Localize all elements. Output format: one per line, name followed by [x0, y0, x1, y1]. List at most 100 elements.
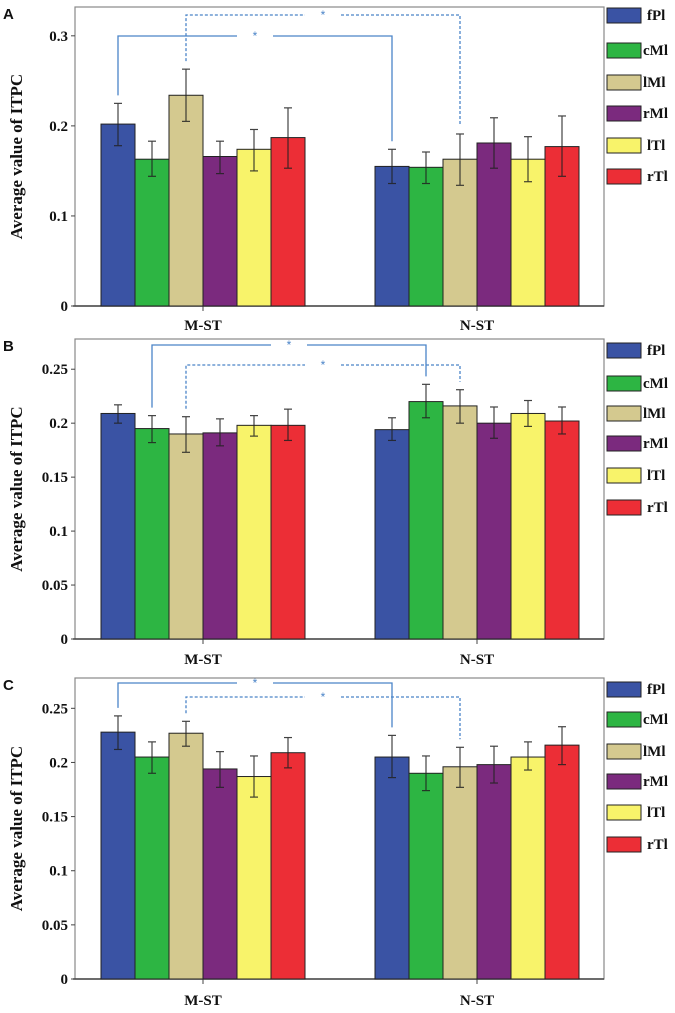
- legend-label: lMl: [643, 406, 666, 422]
- legend-item-rTl: rTl: [606, 168, 668, 185]
- legend-label: rMl: [643, 436, 668, 452]
- bar-lTl-N-ST: [510, 756, 546, 980]
- bar-lTl-M-ST: [236, 148, 272, 307]
- legend-swatch: [606, 773, 642, 790]
- bar-rMl-M-ST: [202, 156, 238, 307]
- error-bar-fPl-M-ST: [114, 404, 122, 424]
- panel-A: A 0 0.1 0.2 0.3 Average value of ITPC M-ST N-ST…: [3, 6, 668, 334]
- legend-label: lTl: [647, 468, 665, 484]
- error-bar-rTl-M-ST: [284, 107, 292, 169]
- error-bar-rTl-N-ST: [558, 406, 566, 435]
- significance-bracket-solid: [117, 682, 393, 728]
- panel-label: C: [3, 677, 14, 694]
- y-axis-label: Average value of ITPC: [7, 406, 26, 571]
- bar-rTl-N-ST: [544, 420, 580, 640]
- legend-swatch: [606, 711, 642, 728]
- x-tick-label: M-ST: [184, 652, 222, 668]
- y-tick-label: 0: [61, 632, 69, 648]
- legend-label: cMl: [643, 376, 668, 392]
- bar-fPl-M-ST: [100, 731, 136, 980]
- legend-swatch: [606, 499, 642, 516]
- error-bar-fPl-N-ST: [388, 148, 396, 185]
- y-tick-label: 0.05: [42, 918, 68, 934]
- bar-rTl-M-ST: [270, 424, 306, 640]
- legend-swatch: [606, 681, 642, 698]
- legend-label: rMl: [643, 774, 668, 790]
- legend-item-fPl: fPl: [606, 7, 665, 24]
- legend-label: fPl: [647, 8, 665, 24]
- y-tick-label: 0.25: [42, 701, 68, 717]
- legend-item-lTl: lTl: [606, 137, 665, 154]
- significance-bracket-dashed: [185, 696, 461, 740]
- bar-lMl-M-ST: [168, 732, 204, 980]
- error-bar-rMl-M-ST: [216, 140, 224, 175]
- legend-swatch: [606, 168, 642, 185]
- error-bar-lTl-M-ST: [250, 415, 258, 437]
- error-bar-rMl-M-ST: [216, 751, 224, 788]
- legend-item-rTl: rTl: [606, 836, 668, 853]
- error-bar-lTl-M-ST: [250, 128, 258, 172]
- error-bar-rTl-M-ST: [284, 736, 292, 769]
- legend-swatch: [606, 342, 642, 359]
- error-bar-fPl-N-ST: [388, 734, 396, 779]
- significance-bracket-dashed: [185, 364, 461, 409]
- legend-swatch: [606, 836, 642, 853]
- bar-rMl-N-ST: [476, 422, 512, 640]
- legend-swatch: [606, 105, 642, 122]
- significance-star: *: [321, 358, 326, 372]
- error-bar-rTl-N-ST: [558, 726, 566, 766]
- legend-swatch: [606, 375, 642, 392]
- y-tick-label: 0.1: [49, 209, 68, 225]
- y-tick-label: 0: [61, 972, 69, 988]
- error-bar-lTl-N-ST: [524, 136, 532, 183]
- panel-label: A: [3, 6, 14, 23]
- legend-swatch: [606, 7, 642, 24]
- error-bar-lTl-N-ST: [524, 399, 532, 428]
- legend-item-lMl: lMl: [606, 743, 666, 760]
- y-tick-label: 0.25: [42, 362, 68, 378]
- legend-item-rMl: rMl: [606, 435, 668, 452]
- x-tick-label: N-ST: [460, 318, 494, 334]
- legend-label: fPl: [647, 343, 665, 359]
- bar-lMl-M-ST: [168, 94, 204, 307]
- error-bar-cMl-N-ST: [422, 383, 430, 419]
- bar-cMl-N-ST: [408, 772, 444, 980]
- bar-cMl-M-ST: [134, 158, 170, 307]
- legend-swatch: [606, 137, 642, 154]
- error-bar-lTl-N-ST: [524, 741, 532, 771]
- x-tick-label: M-ST: [184, 318, 222, 334]
- error-bar-lMl-N-ST: [456, 746, 464, 788]
- bar-lMl-N-ST: [442, 766, 478, 980]
- legend-item-cMl: cMl: [606, 711, 668, 728]
- y-axis-label: Average value of ITPC: [7, 74, 26, 239]
- legend-item-lMl: lMl: [606, 405, 666, 422]
- significance-bracket-dashed: [185, 14, 461, 126]
- legend-swatch: [606, 74, 642, 91]
- significance-star: *: [287, 338, 292, 352]
- legend-label: cMl: [643, 43, 668, 59]
- error-bar-cMl-N-ST: [422, 151, 430, 185]
- significance-star: *: [321, 8, 326, 22]
- error-bar-lMl-N-ST: [456, 389, 464, 424]
- bar-rMl-M-ST: [202, 768, 238, 980]
- bar-lTl-N-ST: [510, 412, 546, 640]
- y-tick-label: 0.1: [49, 864, 68, 880]
- x-tick-label: M-ST: [184, 993, 222, 1009]
- legend-label: rMl: [643, 106, 668, 122]
- error-bar-rTl-N-ST: [558, 115, 566, 177]
- error-bar-fPl-M-ST: [114, 102, 122, 147]
- y-tick-label: 0.15: [42, 470, 68, 486]
- legend-label: rTl: [647, 169, 668, 185]
- panel-C: C 0 0.05 0.1 0.15 0.2 0.25 Average value of ITP…: [3, 676, 668, 1009]
- error-bar-cMl-M-ST: [148, 415, 156, 444]
- legend-item-cMl: cMl: [606, 42, 668, 59]
- bar-rTl-N-ST: [544, 744, 580, 980]
- legend-item-fPl: fPl: [606, 681, 665, 698]
- legend-swatch: [606, 435, 642, 452]
- legend-item-lMl: lMl: [606, 74, 666, 91]
- error-bar-rMl-N-ST: [490, 117, 498, 169]
- y-tick-label: 0.2: [49, 119, 68, 135]
- x-tick-label: N-ST: [460, 993, 494, 1009]
- error-bar-fPl-N-ST: [388, 417, 396, 442]
